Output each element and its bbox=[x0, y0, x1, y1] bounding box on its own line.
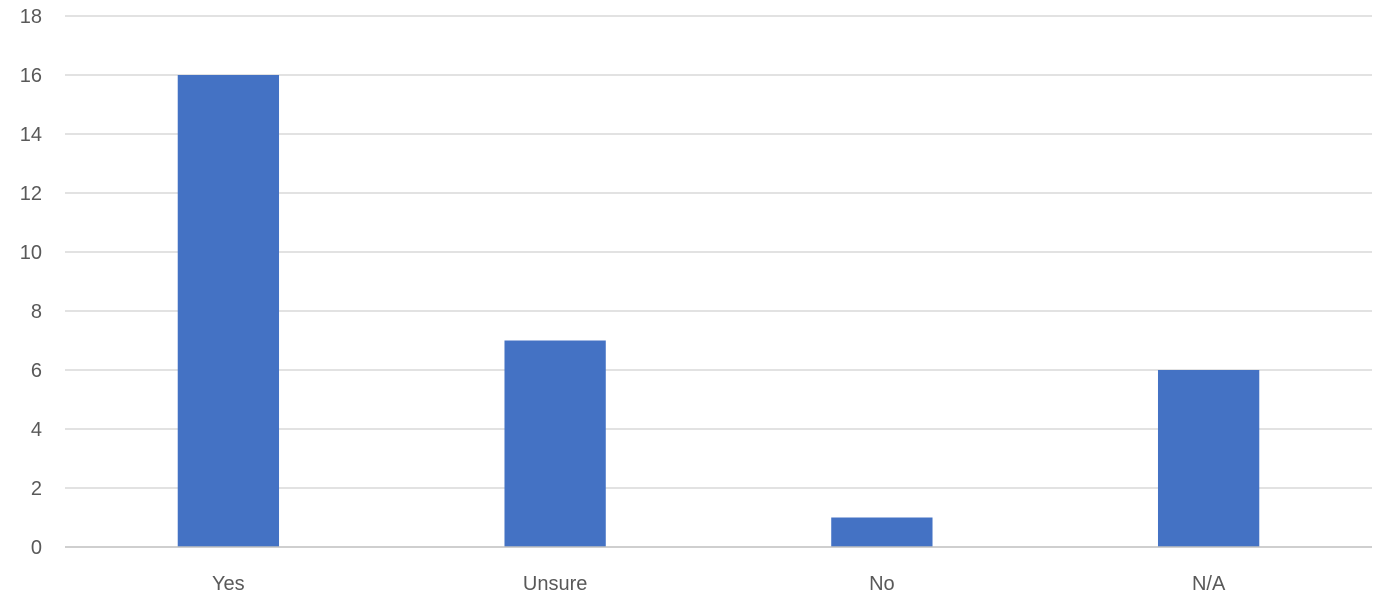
bar bbox=[1157, 370, 1260, 547]
bars bbox=[177, 75, 1260, 547]
y-tick-label: 4 bbox=[31, 419, 42, 441]
y-tick-label: 8 bbox=[31, 301, 42, 323]
y-axis-tick-labels: 0 2 4 6 8 10 12 14 16 18 bbox=[20, 6, 42, 559]
gridlines bbox=[65, 15, 1372, 489]
x-tick-label: Unsure bbox=[523, 573, 587, 595]
bar bbox=[177, 75, 280, 547]
x-axis-tick-labels: Yes Unsure No N/A bbox=[212, 573, 1226, 595]
y-tick-label: 10 bbox=[20, 242, 42, 264]
y-tick-label: 16 bbox=[20, 65, 42, 87]
y-tick-label: 14 bbox=[20, 124, 42, 146]
y-tick-label: 12 bbox=[20, 183, 42, 205]
x-tick-label: N/A bbox=[1192, 573, 1226, 595]
y-tick-label: 18 bbox=[20, 6, 42, 28]
y-tick-label: 2 bbox=[31, 478, 42, 500]
bar bbox=[831, 517, 933, 547]
bar bbox=[504, 340, 606, 547]
x-tick-label: Yes bbox=[212, 573, 245, 595]
y-tick-label: 6 bbox=[31, 360, 42, 382]
y-tick-label: 0 bbox=[31, 537, 42, 559]
x-tick-label: No bbox=[869, 573, 895, 595]
